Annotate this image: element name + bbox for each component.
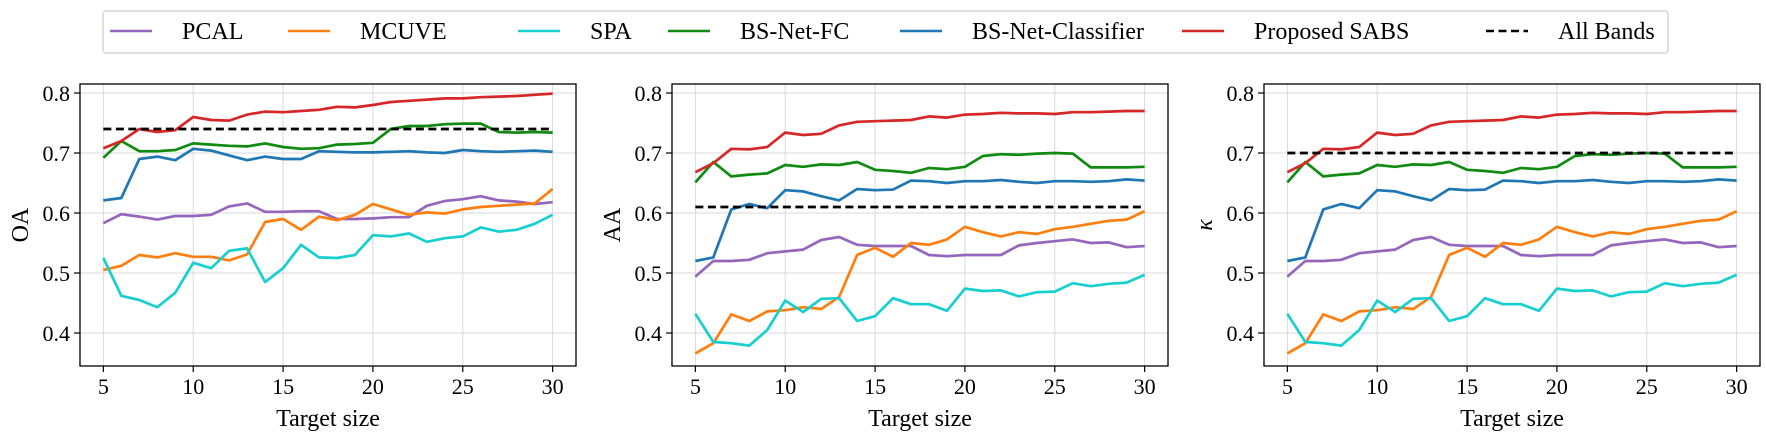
y-axis: 0.4 0.5 0.6 0.7 0.8 (1227, 81, 1264, 346)
x-tick-label: 20 (362, 374, 384, 399)
x-tick-label: 20 (1546, 374, 1568, 399)
series-group (1286, 109, 1738, 355)
y-tick-label: 0.4 (1227, 321, 1255, 346)
x-tick-label: 15 (864, 374, 886, 399)
x-tick-label: 25 (1044, 374, 1066, 399)
plot-frame (1263, 83, 1761, 367)
series-group (102, 92, 554, 309)
x-axis-label: Target size (1460, 406, 1564, 432)
series-line-proposed-sabs (102, 92, 553, 150)
chart-1: 5 10 15 20 25 30 0.4 0.5 0.6 0.7 0.8 Target size OA (8, 81, 577, 432)
y-tick-label: 0.6 (635, 201, 663, 226)
y-tick-label: 0.7 (1227, 141, 1255, 166)
legend-frame (102, 10, 1669, 54)
legend: PCAL MCUVE SPA BS-Net-FC BS-Net-Classifier Pr… (102, 10, 1669, 54)
x-tick-label: 5 (690, 374, 701, 399)
y-axis-label: OA (8, 207, 34, 242)
plot-frame (79, 83, 577, 367)
y-tick-label: 0.8 (43, 81, 71, 106)
x-tick-label: 25 (1636, 374, 1658, 399)
y-axis: 0.4 0.5 0.6 0.7 0.8 (43, 81, 80, 346)
legend-label: Proposed SABS (1254, 19, 1409, 45)
x-tick-label: 30 (1134, 374, 1156, 399)
series-line-proposed-sabs (694, 109, 1145, 174)
series-group (694, 109, 1146, 355)
series-line-bs-net-classifier (1287, 178, 1737, 263)
x-tick-label: 30 (1726, 374, 1748, 399)
legend-entry-bs-net-classifier: BS-Net-Classifier (900, 19, 1144, 45)
y-tick-label: 0.6 (1227, 201, 1255, 226)
legend-entry-mcuve: MCUVE (288, 19, 447, 45)
series-line-mcuve (694, 209, 1146, 355)
y-tick-label: 0.6 (43, 201, 71, 226)
x-axis: 5 10 15 20 25 30 (98, 366, 564, 399)
x-axis: 5 10 15 20 25 30 (1282, 366, 1748, 399)
x-axis-label: Target size (276, 406, 380, 432)
series-line-spa (102, 213, 554, 309)
y-axis: 0.4 0.5 0.6 0.7 0.8 (635, 81, 672, 346)
y-tick-label: 0.4 (635, 321, 663, 346)
series-line-bs-net-classifier (695, 178, 1145, 263)
legend-label: MCUVE (360, 19, 447, 45)
legend-label: All Bands (1558, 19, 1655, 45)
y-tick-label: 0.8 (1227, 81, 1255, 106)
y-tick-label: 0.5 (1227, 261, 1255, 286)
chart-2: 5 10 15 20 25 30 0.4 0.5 0.6 0.7 0.8 Target size AA (600, 81, 1169, 432)
series-line-bs-net-fc (102, 122, 553, 159)
x-tick-label: 20 (954, 374, 976, 399)
grid (1264, 84, 1760, 366)
x-axis-label: Target size (868, 406, 972, 432)
x-tick-label: 10 (774, 374, 796, 399)
y-tick-label: 0.7 (43, 141, 71, 166)
y-tick-label: 0.5 (635, 261, 663, 286)
legend-entry-all-bands: All Bands (1486, 19, 1655, 45)
legend-label: BS-Net-FC (740, 19, 849, 45)
series-line-pcal (694, 235, 1145, 278)
y-tick-label: 0.4 (43, 321, 71, 346)
series-line-mcuve (1286, 209, 1738, 355)
legend-label: SPA (590, 19, 632, 45)
y-tick-label: 0.5 (43, 261, 71, 286)
legend-label: BS-Net-Classifier (972, 19, 1144, 45)
x-tick-label: 15 (1456, 374, 1478, 399)
plot-frame (671, 83, 1169, 367)
x-tick-label: 30 (542, 374, 564, 399)
grid (672, 84, 1168, 366)
y-axis-label: κ (1192, 219, 1218, 231)
series-line-pcal (1286, 235, 1737, 278)
y-axis-label: AA (600, 207, 626, 242)
series-line-bs-net-fc (694, 151, 1145, 184)
x-tick-label: 25 (452, 374, 474, 399)
series-line-bs-net-classifier (103, 147, 553, 202)
legend-entry-pcal: PCAL (110, 19, 243, 45)
series-line-pcal (102, 194, 553, 225)
grid (80, 84, 576, 366)
y-tick-label: 0.8 (635, 81, 663, 106)
x-tick-label: 5 (98, 374, 109, 399)
x-axis: 5 10 15 20 25 30 (690, 366, 1156, 399)
x-tick-label: 15 (272, 374, 294, 399)
series-line-proposed-sabs (1286, 109, 1737, 174)
legend-entry-proposed-sabs: Proposed SABS (1182, 19, 1409, 45)
chart-3: 5 10 15 20 25 30 0.4 0.5 0.6 0.7 0.8 Target size κ (1192, 81, 1761, 432)
x-tick-label: 10 (1366, 374, 1388, 399)
x-tick-label: 5 (1282, 374, 1293, 399)
series-line-mcuve (103, 187, 554, 272)
y-tick-label: 0.7 (635, 141, 663, 166)
x-tick-label: 10 (182, 374, 204, 399)
series-line-spa (1286, 273, 1738, 347)
series-line-bs-net-fc (1286, 151, 1737, 184)
legend-entry-bs-net-fc: BS-Net-FC (668, 19, 849, 45)
series-line-spa (694, 273, 1146, 347)
legend-label: PCAL (182, 19, 243, 45)
legend-entry-spa: SPA (518, 19, 632, 45)
